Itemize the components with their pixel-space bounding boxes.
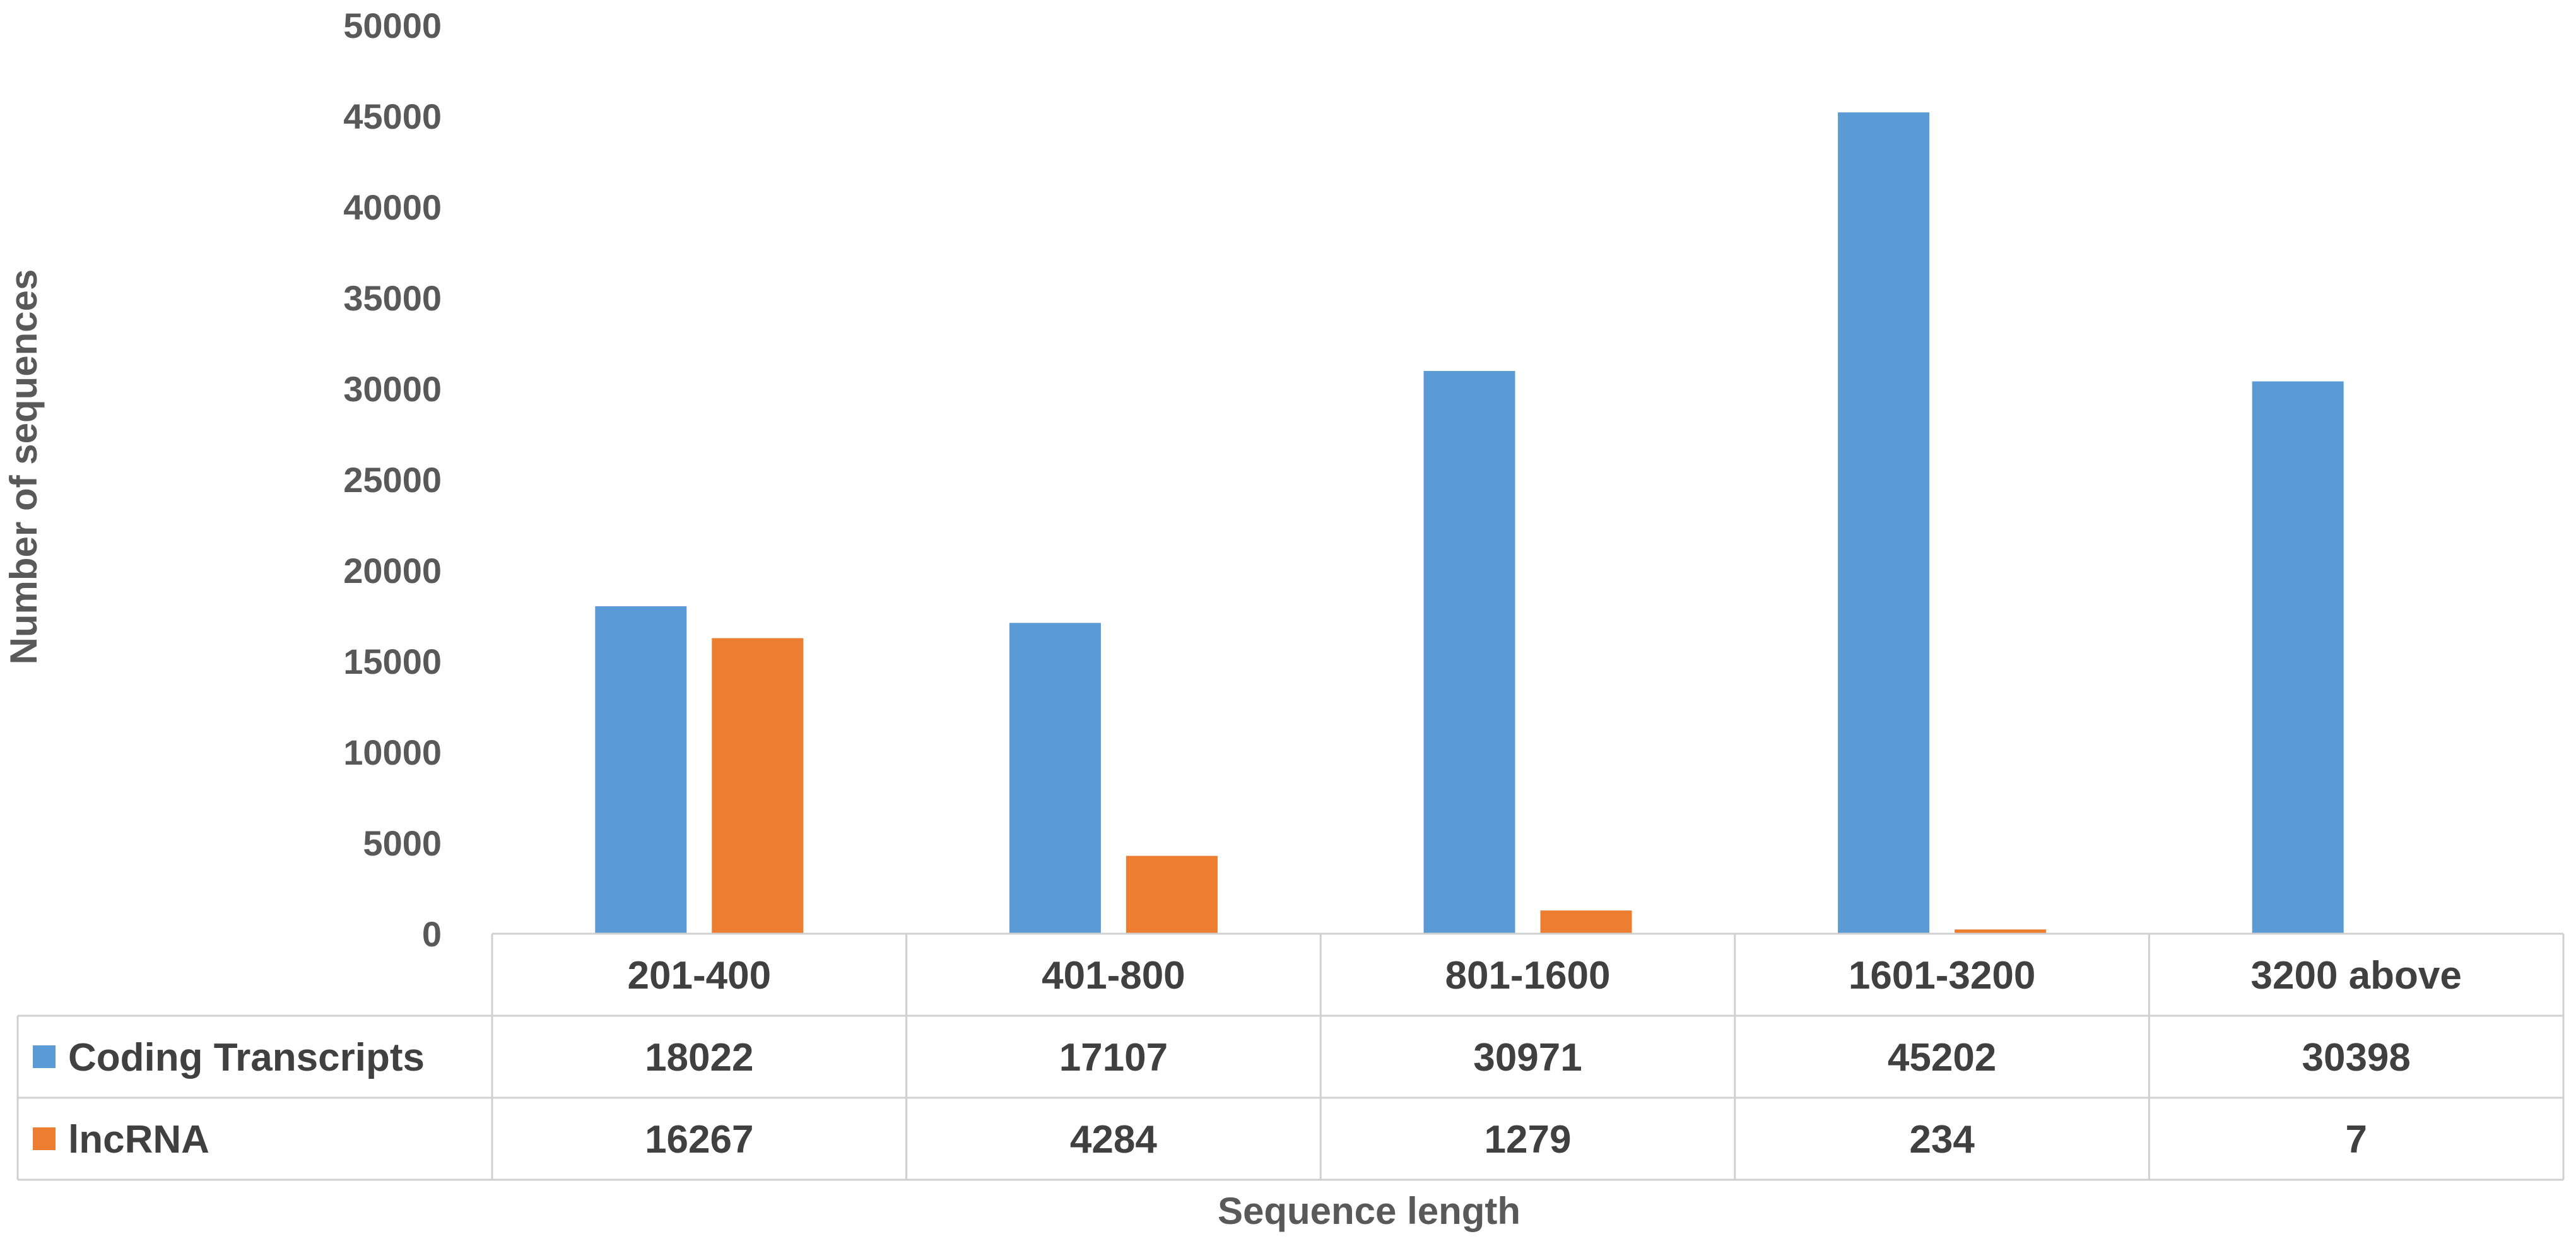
series-label: Coding Transcripts (68, 1036, 425, 1079)
series-label: lncRNA (68, 1118, 209, 1161)
bar-lncrna-2 (1126, 855, 1218, 934)
y-axis-title: Number of sequences (3, 269, 45, 665)
bar-lncrna-1 (712, 638, 804, 934)
data-table: 201-400 401-800 801-1600 1601-3200 3200 abov… (16, 932, 2565, 1181)
y-tick-label: 15000 (343, 642, 442, 681)
y-axis-ticks: 0 5000 10000 15000 20000 25000 30000 35000 40000… (343, 6, 442, 954)
table-cell-value: 18022 (645, 1036, 753, 1079)
table-cell-value: 16267 (645, 1118, 753, 1161)
bar-lncrna-3 (1540, 910, 1632, 934)
y-tick-label: 20000 (343, 551, 442, 591)
bar-coding-transcripts-4 (1838, 112, 1930, 934)
x-category-label: 201-400 (628, 954, 772, 997)
y-tick-label: 10000 (343, 732, 442, 772)
table-cell-value: 45202 (1888, 1036, 1996, 1079)
y-tick-label: 45000 (343, 97, 442, 136)
x-axis-title: Sequence length (1218, 1190, 1520, 1232)
x-category-label: 1601-3200 (1849, 954, 2036, 997)
bar-coding-transcripts-5 (2252, 381, 2344, 934)
table-cell-value: 234 (1909, 1118, 1975, 1161)
table-cell-value: 7 (2345, 1118, 2367, 1161)
bar-coding-transcripts-2 (1009, 623, 1101, 934)
bar-lncrna-4 (1955, 929, 2047, 934)
x-category-label: 3200 above (2251, 954, 2462, 997)
y-tick-label: 50000 (343, 6, 442, 45)
y-tick-label: 0 (422, 914, 442, 954)
table-cell-value: 4284 (1070, 1118, 1157, 1161)
y-tick-label: 40000 (343, 187, 442, 227)
x-category-label: 401-800 (1042, 954, 1185, 997)
x-category-label: 801-1600 (1445, 954, 1610, 997)
legend-key-lncrna (33, 1127, 56, 1150)
y-tick-label: 5000 (363, 823, 442, 863)
legend-key-coding-transcripts (33, 1045, 56, 1068)
table-cell-value: 30971 (1473, 1036, 1582, 1079)
y-tick-label: 35000 (343, 278, 442, 318)
bar-coding-transcripts-1 (595, 606, 687, 934)
y-tick-label: 25000 (343, 460, 442, 500)
table-cell-value: 17107 (1059, 1036, 1168, 1079)
bars (595, 112, 2461, 934)
bar-coding-transcripts-3 (1423, 371, 1515, 934)
table-cell-value: 30398 (2302, 1036, 2410, 1079)
table-cell-value: 1279 (1485, 1118, 1572, 1161)
y-tick-label: 30000 (343, 369, 442, 409)
